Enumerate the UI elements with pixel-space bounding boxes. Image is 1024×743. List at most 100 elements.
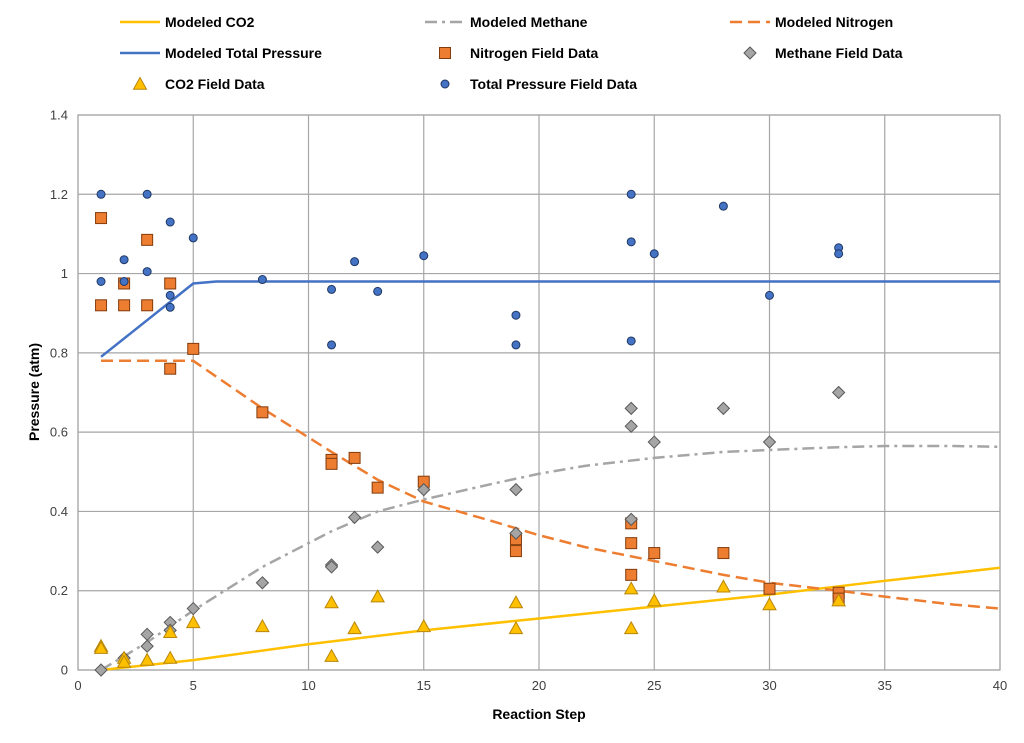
co2-field-data-point-7 — [185, 614, 201, 629]
total-pressure-field-data-point-5 — [142, 267, 152, 277]
x-tick-label-8: 40 — [993, 678, 1007, 693]
legend-label: Modeled CO2 — [165, 14, 255, 30]
total-pressure-field-data-point-19 — [626, 237, 636, 247]
methane-field-data-point-18 — [647, 435, 661, 449]
nitrogen-field-data-point-11 — [325, 457, 338, 470]
co2-field-data-point-5 — [162, 624, 178, 639]
methane-field-data-point-0 — [94, 663, 108, 677]
co2-field-data-point-15 — [508, 620, 524, 635]
methane-field-data-point-14 — [509, 526, 523, 540]
modeled-methane-line — [100, 444, 1001, 672]
nitrogen-field-data-point-8 — [187, 342, 200, 355]
modeled-total-pressure-line — [100, 280, 1000, 358]
total-pressure-field-data-point-8 — [165, 302, 175, 312]
x-axis-title: Reaction Step — [492, 706, 585, 722]
nitrogen-field-data-point-3 — [118, 299, 131, 312]
legend-label: Methane Field Data — [775, 45, 903, 61]
legend-item-modeled-total-pressure: Modeled Total Pressure — [120, 45, 322, 61]
total-pressure-field-data-point-20 — [626, 336, 636, 346]
co2-field-data-point-1 — [93, 640, 109, 654]
total-pressure-field-data-point-0 — [96, 189, 106, 199]
co2-field-data-points — [93, 579, 846, 668]
co2-field-data-point-17 — [623, 620, 639, 635]
methane-field-data-point-6 — [186, 601, 200, 616]
x-tick-label-5: 25 — [647, 678, 661, 693]
nitrogen-field-data-point-19 — [625, 568, 638, 581]
legend-item-methane-field-data: Methane Field Data — [743, 45, 903, 61]
co2-field-data-point-6 — [162, 650, 178, 664]
total-pressure-field-data-point-10 — [257, 275, 267, 285]
co2-field-data-point-19 — [716, 579, 731, 593]
legend-item-modeled-nitrogen: Modeled Nitrogen — [730, 14, 893, 30]
methane-field-data-point-15 — [624, 401, 638, 416]
co2-field-data-point-10 — [324, 648, 339, 662]
x-tick-label-1: 5 — [190, 678, 197, 693]
legend-swatch — [440, 79, 450, 89]
plot-area — [93, 189, 1001, 677]
co2-field-data-point-13 — [416, 618, 432, 633]
y-tick-label-2: 0.4 — [50, 504, 68, 519]
co2-field-data-point-16 — [623, 581, 639, 595]
methane-field-data-point-10 — [347, 510, 362, 525]
methane-field-data-point-21 — [831, 385, 846, 400]
co2-field-data-point-3 — [116, 654, 132, 668]
methane-field-data-points — [94, 385, 846, 677]
legend-item-nitrogen-field-data: Nitrogen Field Data — [439, 45, 599, 61]
plot-frame — [77, 114, 1001, 671]
total-pressure-field-data-point-22 — [718, 201, 728, 211]
modeled-nitrogen-line — [101, 359, 1001, 610]
nitrogen-field-data-points — [95, 212, 845, 605]
methane-field-data-point-9 — [324, 560, 339, 574]
nitrogen-field-data-point-4 — [141, 233, 154, 246]
nitrogen-field-data-point-6 — [164, 277, 177, 290]
total-pressure-field-data-point-4 — [142, 189, 152, 199]
y-tick-label-4: 0.8 — [50, 345, 68, 360]
x-tick-label-4: 20 — [532, 678, 546, 693]
nitrogen-field-data-point-16 — [509, 545, 522, 558]
methane-field-data-point-7 — [255, 576, 270, 590]
total-pressure-field-data-point-23 — [765, 290, 774, 300]
legend-item-modeled-co2: Modeled CO2 — [120, 14, 255, 30]
methane-field-data-point-19 — [716, 401, 731, 416]
tick-labels: 0 5 10 15 20 25 30 35 40 0 0.2 0.4 0.6 0.8 1 1.2 1.4 — [50, 108, 1007, 694]
co2-field-data-point-21 — [831, 593, 846, 607]
total-pressure-field-data-point-3 — [119, 277, 129, 286]
methane-field-data-point-3 — [140, 639, 154, 653]
total-pressure-field-data-point-16 — [511, 310, 521, 320]
total-pressure-field-data-point-17 — [511, 340, 521, 350]
legend-item-co2-field-data: CO2 Field Data — [132, 76, 265, 92]
nitrogen-field-data-point-12 — [348, 451, 361, 464]
nitrogen-field-data-point-9 — [256, 406, 269, 419]
total-pressure-field-data-point-13 — [350, 257, 360, 267]
modeled-co2-line — [100, 566, 1001, 672]
grid — [77, 114, 1001, 671]
legend-label: Nitrogen Field Data — [470, 45, 599, 61]
y-tick-label-3: 0.6 — [50, 425, 68, 440]
total-pressure-field-data-point-2 — [119, 255, 129, 265]
legend-label: Total Pressure Field Data — [470, 76, 637, 92]
methane-field-data-point-12 — [417, 482, 431, 497]
total-pressure-field-data-point-7 — [165, 290, 175, 300]
co2-field-data-point-14 — [508, 595, 524, 609]
methane-field-data-point-17 — [624, 512, 638, 527]
total-pressure-field-data-point-15 — [419, 251, 429, 261]
legend-label: Modeled Total Pressure — [165, 45, 322, 61]
x-tick-label-0: 0 — [74, 678, 81, 693]
total-pressure-field-data-point-21 — [649, 249, 659, 259]
y-tick-label-1: 0.2 — [50, 583, 68, 598]
y-tick-label-7: 1.4 — [50, 108, 68, 123]
x-tick-label-3: 15 — [417, 678, 431, 693]
nitrogen-field-data-point-1 — [95, 299, 108, 312]
total-pressure-field-data-point-25 — [834, 249, 844, 259]
co2-field-data-point-8 — [255, 618, 270, 633]
nitrogen-field-data-point-21 — [717, 547, 730, 560]
co2-field-data-point-20 — [762, 597, 777, 611]
legend-label: Modeled Nitrogen — [775, 14, 893, 30]
nitrogen-field-data-point-18 — [625, 537, 638, 550]
legend-swatch — [132, 76, 148, 90]
total-pressure-field-data-points — [96, 189, 844, 350]
total-pressure-field-data-point-14 — [373, 286, 383, 296]
y-tick-label-0: 0 — [61, 663, 68, 678]
total-pressure-field-data-point-1 — [96, 277, 106, 286]
